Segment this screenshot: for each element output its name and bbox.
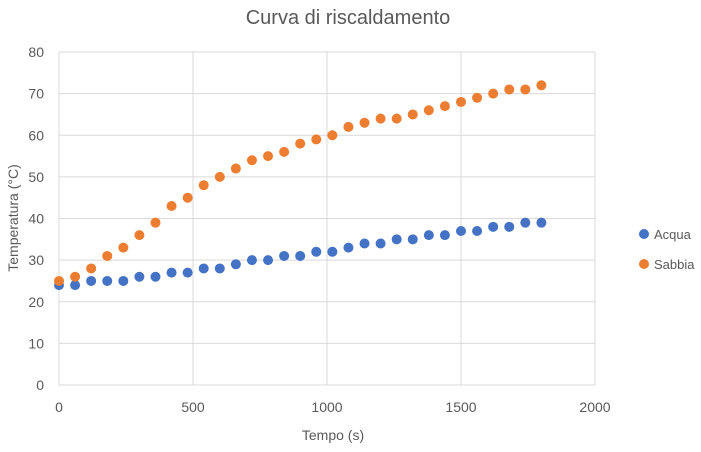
data-points	[54, 80, 547, 291]
legend-marker-icon	[639, 229, 649, 239]
data-point-acqua	[311, 246, 322, 257]
data-point-acqua	[102, 275, 113, 286]
x-tick-label: 500	[181, 399, 205, 415]
data-point-sabbia	[134, 230, 145, 241]
x-tick-label: 1500	[445, 399, 476, 415]
data-point-acqua	[423, 230, 434, 241]
data-point-acqua	[504, 221, 515, 232]
data-point-acqua	[70, 280, 81, 291]
data-point-acqua	[488, 221, 499, 232]
x-tick-label: 0	[55, 399, 63, 415]
legend-label: Acqua	[654, 227, 692, 242]
data-point-sabbia	[456, 96, 466, 107]
data-point-sabbia	[375, 113, 386, 124]
data-point-sabbia	[166, 201, 177, 212]
data-point-acqua	[359, 238, 370, 249]
y-tick-label: 0	[36, 377, 44, 393]
data-point-acqua	[150, 271, 161, 282]
data-point-acqua	[198, 263, 209, 274]
data-point-sabbia	[407, 109, 418, 120]
data-point-sabbia	[230, 163, 241, 174]
data-point-acqua	[230, 259, 241, 270]
data-point-sabbia	[198, 180, 209, 191]
data-point-sabbia	[70, 271, 81, 282]
data-point-sabbia	[246, 155, 257, 166]
data-point-acqua	[391, 234, 402, 245]
x-tick-label: 1000	[311, 399, 342, 415]
data-point-sabbia	[343, 121, 354, 132]
data-point-acqua	[263, 255, 274, 266]
data-point-acqua	[295, 250, 306, 261]
data-point-acqua	[166, 267, 177, 278]
y-tick-label: 70	[28, 86, 44, 102]
data-point-sabbia	[295, 138, 306, 149]
data-point-sabbia	[102, 250, 113, 261]
data-point-sabbia	[263, 151, 274, 162]
x-tick-label: 2000	[579, 399, 610, 415]
data-point-sabbia	[439, 101, 450, 112]
data-point-sabbia	[504, 84, 515, 95]
data-point-acqua	[279, 250, 290, 261]
data-point-sabbia	[86, 263, 97, 274]
data-point-sabbia	[359, 117, 370, 128]
data-point-acqua	[182, 267, 193, 278]
x-axis-ticks: 0 500 1000 1500 2000	[55, 399, 611, 415]
data-point-sabbia	[118, 242, 129, 253]
y-axis-label: Temperatura (°C)	[5, 164, 21, 272]
data-point-sabbia	[488, 88, 499, 99]
y-tick-label: 80	[28, 44, 44, 60]
data-point-acqua	[520, 217, 531, 228]
data-point-sabbia	[520, 84, 531, 95]
y-tick-label: 40	[28, 211, 44, 227]
data-point-acqua	[375, 238, 386, 249]
data-point-acqua	[134, 271, 145, 282]
y-tick-label: 10	[28, 335, 44, 351]
data-point-sabbia	[536, 80, 547, 91]
data-point-acqua	[456, 225, 466, 236]
data-point-acqua	[214, 263, 225, 274]
data-point-sabbia	[423, 105, 434, 116]
data-point-acqua	[327, 246, 338, 257]
gridlines	[58, 51, 596, 386]
y-axis-ticks: 0 10 20 30 40 50 60 70 80	[28, 44, 44, 393]
chart-title: Curva di riscaldamento	[246, 7, 451, 29]
legend: Acqua Sabbia	[639, 227, 695, 272]
data-point-sabbia	[311, 134, 322, 145]
data-point-sabbia	[214, 171, 225, 182]
data-point-acqua	[439, 230, 450, 241]
data-point-sabbia	[279, 146, 290, 157]
data-point-acqua	[343, 242, 354, 253]
data-point-acqua	[472, 225, 483, 236]
data-point-sabbia	[472, 92, 483, 103]
y-tick-label: 20	[28, 294, 44, 310]
legend-label: Sabbia	[654, 257, 695, 272]
data-point-acqua	[536, 217, 547, 228]
data-point-acqua	[246, 255, 257, 266]
y-tick-label: 50	[28, 169, 44, 185]
data-point-sabbia	[182, 192, 193, 203]
data-point-sabbia	[391, 113, 402, 124]
x-axis-label: Tempo (s)	[302, 427, 364, 443]
data-point-acqua	[86, 275, 97, 286]
data-point-sabbia	[54, 275, 64, 286]
data-point-acqua	[407, 234, 418, 245]
data-point-sabbia	[150, 217, 161, 228]
y-tick-label: 30	[28, 252, 44, 268]
legend-marker-icon	[639, 259, 649, 269]
data-point-acqua	[118, 275, 129, 286]
y-tick-label: 60	[28, 127, 44, 143]
data-point-sabbia	[327, 130, 338, 141]
